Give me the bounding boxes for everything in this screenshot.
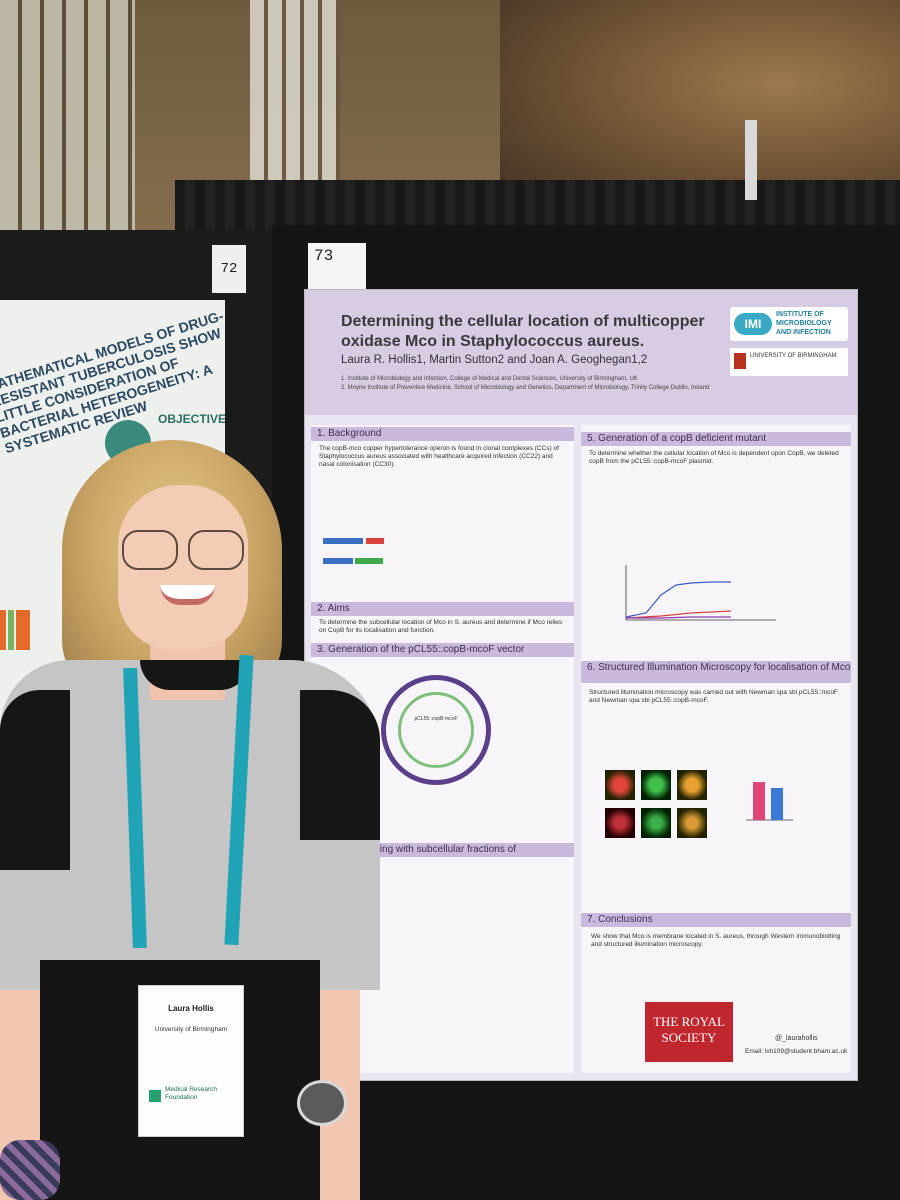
- gothic-window-right: [250, 0, 340, 210]
- gene-arrow-copB: [323, 558, 353, 564]
- micrograph-red-a: [605, 770, 635, 800]
- contact-email: Email: lxh109@student.bham.ac.uk: [745, 1048, 848, 1055]
- section-sim: 6. Structured Illumination Microscopy fo…: [581, 661, 851, 683]
- section-generation: 3. Generation of the pCL55::copB-mcoF ve…: [311, 643, 574, 657]
- left-poster-chart: [0, 610, 30, 650]
- section-aims: 2. Aims: [311, 602, 574, 616]
- board-number-72: 72: [212, 245, 246, 293]
- watch-icon: [297, 1080, 347, 1126]
- twitter-handle: @_laurahollis: [775, 1035, 818, 1042]
- section-background: 1. Background: [311, 427, 574, 441]
- imi-logo: IMI INSTITUTE OF MICROBIOLOGY AND INFECT…: [730, 307, 848, 341]
- gene-arrow-csoR: [366, 538, 384, 544]
- background-text: The copB-mco copper hypertolerance opero…: [319, 445, 559, 468]
- left-poster-objective: OBJECTIVE: [158, 412, 225, 426]
- uob-text: UNIVERSITY OF BIRMINGHAM: [750, 353, 837, 359]
- glasses-left-lens: [122, 530, 178, 570]
- badge-sponsor: Medical Research Foundation: [165, 1086, 218, 1101]
- uob-crest-icon: [734, 353, 746, 369]
- poster-header: Determining the cellular location of mul…: [305, 290, 857, 415]
- conclusion-text: We show that Mco is membrane located in …: [591, 933, 841, 948]
- imi-badge: IMI: [734, 313, 772, 335]
- name-badge: Laura Hollis University of Birmingham Me…: [138, 985, 244, 1137]
- plasmid-map: pCL55::copB-mcoF: [381, 675, 491, 785]
- badge-name: Laura Hollis: [168, 1004, 214, 1013]
- board-number-73: 73: [308, 243, 366, 289]
- poster-column-right: 5. Generation of a copB deficient mutant…: [581, 425, 851, 1073]
- shirt-sleeve-left: [0, 690, 70, 870]
- main-poster: Determining the cellular location of mul…: [305, 290, 857, 1080]
- poster-title: Determining the cellular location of mul…: [341, 313, 705, 350]
- stone-arch: [500, 0, 900, 210]
- plus-icon: [149, 1090, 161, 1102]
- scrunchie: [0, 1140, 60, 1200]
- shirt-collar: [140, 660, 250, 690]
- person-face: [118, 485, 248, 650]
- badge-organisation: University of Birmingham: [154, 1026, 228, 1033]
- micrograph-merge-a: [677, 770, 707, 800]
- colocalisation-bar-chart: [746, 782, 793, 821]
- micrograph-green-b: [641, 808, 671, 838]
- aims-text: To determine the subcellular location of…: [319, 619, 563, 634]
- growth-curve-chart: [625, 565, 776, 621]
- plasmid-label: pCL55::copB-mcoF: [414, 716, 458, 722]
- section-mutant: 5. Generation of a copB deficient mutant: [581, 432, 851, 446]
- shirt-sleeve-right: [300, 690, 380, 840]
- gene-arrow-copA: [323, 538, 363, 544]
- royal-society-logo: THE ROYAL SOCIETY: [645, 1002, 733, 1062]
- glasses-right-lens: [188, 530, 244, 570]
- poster-authors: Laura R. Hollis1, Martin Sutton2 and Joa…: [341, 354, 648, 366]
- poster-affiliation-1: 1. Institute of Microbiology and Infecti…: [341, 376, 638, 382]
- lamp-stand: [745, 120, 757, 200]
- micrograph-green-a: [641, 770, 671, 800]
- plasmid-inner-ring: [398, 692, 474, 768]
- micrograph-merge-b: [677, 808, 707, 838]
- person-smile: [160, 585, 215, 605]
- uob-logo: UNIVERSITY OF BIRMINGHAM: [730, 348, 848, 376]
- section-conclusions: 7. Conclusions: [581, 913, 851, 927]
- gene-arrow-mco: [355, 558, 383, 564]
- mutant-text: To determine whether the cellular locati…: [589, 450, 839, 465]
- sim-text: Structured illumination microscopy was c…: [589, 689, 838, 704]
- micrograph-red-b: [605, 808, 635, 838]
- imi-text: INSTITUTE OF MICROBIOLOGY AND INFECTION: [776, 311, 832, 336]
- poster-affiliation-2: 2. Moyne Institute of Preventive Medicin…: [341, 385, 710, 391]
